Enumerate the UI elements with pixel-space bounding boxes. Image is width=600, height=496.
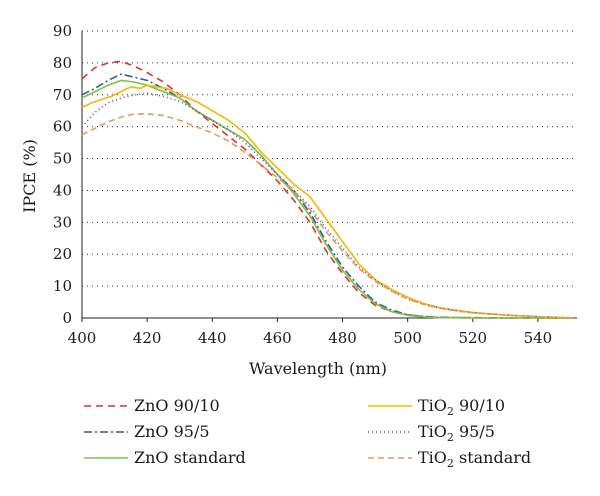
x-tick-label: 420 [133,329,162,347]
series-line [81,113,578,319]
y-tick-label: 80 [53,54,72,72]
y-axis-title: IPCE (%) [20,139,39,213]
legend-label: TiO2 standard [418,448,531,470]
x-tick-label: 400 [68,329,97,347]
y-tick-label: 10 [53,277,72,295]
y-tick-label: 90 [53,22,72,40]
y-tick-label: 60 [53,118,72,136]
legend-label: ZnO 90/10 [134,396,220,415]
legend-label: ZnO 95/5 [134,422,210,441]
legend: ZnO 90/10 ZnO 95/5 ZnO standard TiO2 90/10 T… [84,396,531,470]
series-line [81,73,577,319]
x-axis-title: Wavelength (nm) [249,359,387,378]
series-line [81,60,577,319]
series-line [81,79,577,319]
x-tick-label: 460 [263,329,292,347]
legend-label: TiO2 90/10 [418,396,505,418]
y-tick-label: 30 [53,213,72,231]
x-tick-label: 480 [328,329,357,347]
tick-labels: 0 10 20 30 40 50 60 70 80 90 400 420 440 460 480 500 520… [53,22,552,347]
legend-label: TiO2 95/5 [418,422,495,444]
plot-area [81,60,578,319]
y-tick-label: 40 [53,181,72,199]
y-tick-label: 70 [53,86,72,104]
x-tick-label: 500 [393,329,422,347]
series-line [81,84,578,319]
x-tick-label: 520 [458,329,487,347]
y-tick-label: 20 [53,245,72,263]
x-tick-label: 540 [524,329,553,347]
y-tick-label: 0 [62,309,72,327]
x-tick-label: 440 [198,329,227,347]
y-tick-label: 50 [53,150,72,168]
legend-label: ZnO standard [134,448,246,467]
axes [81,31,577,322]
